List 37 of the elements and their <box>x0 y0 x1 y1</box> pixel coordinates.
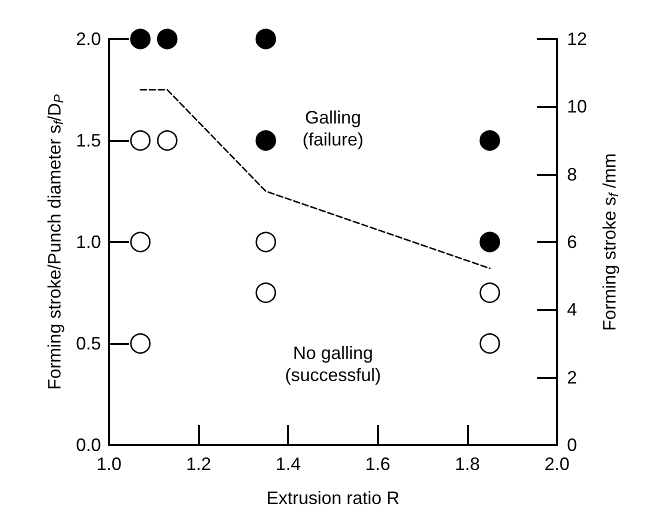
point <box>480 130 500 151</box>
point <box>130 28 151 50</box>
y2-tick-label: 8 <box>567 164 578 184</box>
x-tick-label: 1.4 <box>276 454 301 474</box>
x-tick-label: 2.0 <box>544 454 570 474</box>
y-tick-label: 1.5 <box>76 130 101 150</box>
y-tick-label: 1.0 <box>76 232 101 252</box>
point <box>130 333 151 354</box>
y-tick-label: 2.0 <box>76 29 101 49</box>
x-tick-label: 1.0 <box>96 454 122 474</box>
point <box>256 28 276 50</box>
y2-tick-label: 10 <box>567 96 588 117</box>
y2-tick-label: 0 <box>567 435 578 455</box>
y2-tick-label: 12 <box>567 29 588 49</box>
annotation: No galling (successful) <box>284 342 382 385</box>
y-tick-label: 0.0 <box>76 435 101 455</box>
y-tick-label: 0.5 <box>76 334 101 354</box>
x-tick-label: 1.8 <box>454 454 480 474</box>
y-axis-title: Forming stroke/Punch diameter sf/DP <box>44 94 66 390</box>
point <box>130 130 151 151</box>
point <box>256 130 276 151</box>
y2-axis-title: Forming stroke sf /mm <box>600 153 621 331</box>
point <box>130 232 151 252</box>
point <box>480 282 500 303</box>
y2-tick-label: 6 <box>567 232 578 252</box>
point <box>157 130 178 151</box>
point <box>256 232 276 252</box>
y2-tick-label: 4 <box>567 300 578 320</box>
annotation: Galling (failure) <box>302 107 364 150</box>
point <box>480 232 500 252</box>
point <box>480 333 500 354</box>
point <box>157 28 178 50</box>
x-tick-label: 1.2 <box>186 454 212 474</box>
point <box>256 282 276 303</box>
x-tick-label: 1.6 <box>365 454 390 474</box>
y2-tick-label: 2 <box>567 367 578 388</box>
x-axis-title: Extrusion ratio R <box>266 488 400 508</box>
